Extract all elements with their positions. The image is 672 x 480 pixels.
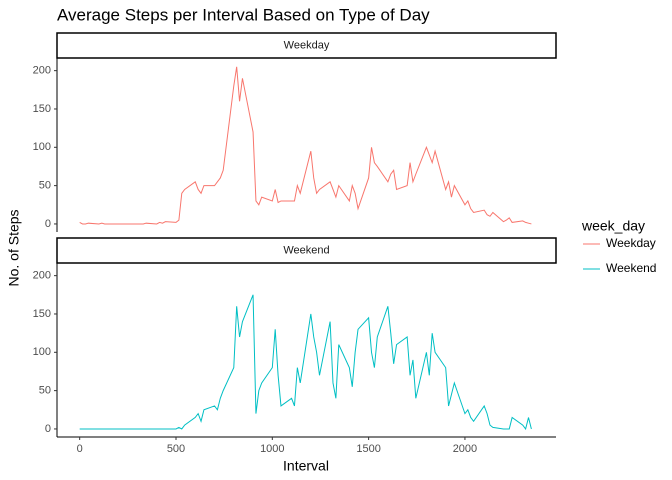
y-tick-label: 200 xyxy=(33,65,51,77)
legend-title: week_day xyxy=(581,218,645,234)
strip-text: Weekend xyxy=(283,244,329,256)
y-tick-label: 50 xyxy=(39,180,51,192)
strip-text: Weekday xyxy=(284,39,330,51)
y-tick-label: 150 xyxy=(33,103,51,115)
data-line xyxy=(79,294,532,431)
data-line xyxy=(79,66,532,225)
x-tick-label: 2000 xyxy=(453,443,477,455)
y-tick-label: 100 xyxy=(33,346,51,358)
x-tick-label: 1000 xyxy=(260,443,284,455)
y-axis-title: No. of Steps xyxy=(6,209,22,286)
strip xyxy=(56,32,557,59)
y-tick-label: 0 xyxy=(45,218,51,230)
chart-title: Average Steps per Interval Based on Type… xyxy=(57,5,430,24)
legend-label: Weekend xyxy=(606,261,656,275)
legend-label: Weekday xyxy=(606,236,656,250)
x-tick-label: 500 xyxy=(167,443,185,455)
y-tick-label: 200 xyxy=(33,270,51,282)
x-tick-label: 1500 xyxy=(356,443,380,455)
y-tick-label: 0 xyxy=(45,423,51,435)
y-tick-label: 150 xyxy=(33,308,51,320)
y-tick-label: 50 xyxy=(39,385,51,397)
y-tick-label: 100 xyxy=(33,141,51,153)
x-axis-title: Interval xyxy=(283,458,329,474)
x-tick-label: 0 xyxy=(77,443,83,455)
strip xyxy=(56,237,557,264)
